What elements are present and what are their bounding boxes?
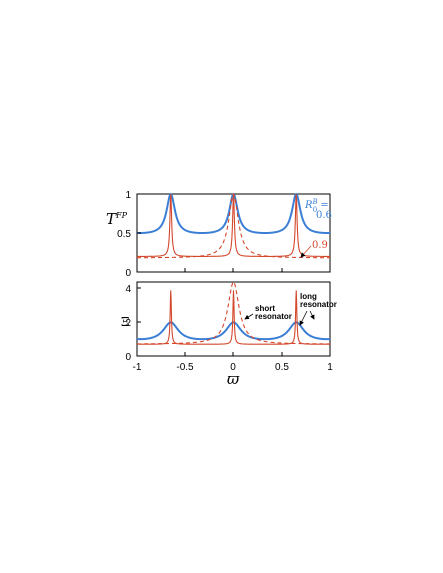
bottom-x-ticks: -1 -0.5 0 0.5 1: [133, 352, 333, 373]
series-red_long: [137, 290, 330, 345]
r-value-blue: 0.6: [316, 210, 332, 221]
long-resonator-label-1: long: [300, 292, 317, 301]
top-y-axis-label-main: T: [106, 210, 117, 228]
series-red_R09: [137, 193, 330, 257]
short-resonator-arrow: [244, 313, 254, 320]
short-resonator-label-2: resonator: [255, 312, 292, 321]
bottom-y-axis-label: Ξ: [121, 315, 129, 329]
x-axis-label: ϖ: [227, 370, 240, 388]
series-blue_long: [136, 321, 331, 341]
bottom-panel: 4 2 0 -1 -0.5 0 0.5 1 Ξ ϖ short resonato…: [121, 281, 337, 388]
top-panel: 1 0.5 0 TFP RB 0 = 0.6 0.9: [106, 190, 332, 279]
xtick-minus1: -1: [133, 362, 142, 373]
short-resonator-label-1: short: [255, 304, 275, 313]
r-label: RB 0 =: [304, 198, 329, 214]
long-resonator-arrow-1: [299, 310, 308, 326]
r-label-sub: 0: [313, 206, 317, 214]
top-x-ticks: [184, 268, 283, 272]
bottom-ytick-0: 0: [125, 352, 131, 363]
top-y-axis-label: TFP: [106, 210, 128, 228]
series-red_single: [137, 193, 330, 259]
long-resonator-arrow-2: [309, 310, 315, 320]
xtick-minus05: -0.5: [176, 362, 194, 373]
top-y-ticks: 1 0.5 0: [117, 190, 141, 279]
r-value-red: 0.9: [312, 240, 328, 251]
r-label-sup: B: [312, 198, 318, 206]
bottom-ytick-2: 2: [125, 318, 131, 329]
top-ytick-0: 0: [125, 268, 131, 279]
xtick-05: 0.5: [275, 362, 289, 373]
r-label-main: R: [304, 200, 313, 211]
top-curves: [136, 192, 331, 259]
long-resonator-label-2: resonator: [300, 300, 337, 309]
xtick-0: 0: [230, 362, 236, 373]
xtick-1: 1: [327, 362, 333, 373]
top-ytick-1: 1: [125, 190, 131, 201]
bottom-ytick-4: 4: [125, 284, 131, 295]
r-red-arrow: [300, 245, 312, 258]
bottom-curves: [136, 281, 331, 345]
top-ytick-05: 0.5: [117, 229, 131, 240]
r-label-eq: =: [317, 200, 329, 211]
bottom-y-ticks: 4 2 0: [125, 284, 141, 363]
top-y-axis-label-sup: FP: [115, 211, 128, 220]
